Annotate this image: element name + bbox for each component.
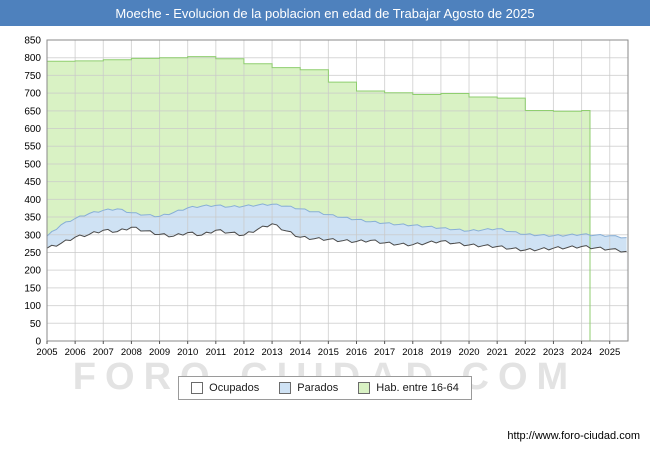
legend-label: Hab. entre 16-64 (376, 382, 459, 394)
x-axis-label: 2020 (458, 347, 479, 358)
plot-border (46, 39, 629, 342)
x-axis-label: 2013 (262, 347, 283, 358)
y-axis-label: 300 (24, 230, 41, 241)
x-axis-label: 2008 (121, 347, 142, 358)
legend-label: Parados (297, 382, 339, 394)
legend-item-parados: Parados (279, 382, 338, 394)
x-axis-label: 2021 (487, 347, 508, 358)
y-axis-label: 100 (24, 301, 41, 312)
hab-16-64-line (47, 56, 591, 341)
x-axis-label: 2025 (599, 347, 620, 358)
x-axis-label: 2022 (515, 347, 536, 358)
y-axis-label: 450 (24, 177, 41, 188)
legend-swatch-icon (279, 382, 292, 394)
x-axis-label: 2015 (318, 347, 339, 358)
ocupados-area (47, 223, 627, 341)
x-axis-label: 2024 (571, 347, 592, 358)
y-axis-label: 850 (24, 36, 41, 47)
x-axis-label: 2012 (233, 347, 254, 358)
chart-title-bar: Moeche - Evolucion de la poblacion en ed… (0, 0, 650, 26)
y-axis-label: 550 (24, 142, 41, 153)
y-axis-label: 600 (24, 124, 41, 135)
y-axis-label: 500 (24, 159, 41, 170)
y-axis-label: 400 (24, 195, 41, 206)
y-axis-label: 150 (24, 283, 41, 294)
x-axis-label: 2011 (206, 347, 226, 358)
x-axis-label: 2010 (177, 347, 198, 358)
population-chart: 0 50 100 150 200 250 300 350 400 450 500 550 600 650 7… (24, 36, 629, 358)
x-axis-label: 2019 (430, 347, 451, 358)
source-url[interactable]: http://www.foro-ciudad.com (507, 430, 640, 442)
y-axis-label: 750 (24, 71, 41, 82)
legend-swatch-icon (191, 382, 204, 394)
ocupados-line (46, 223, 627, 253)
y-axis-label: 800 (24, 53, 41, 64)
x-axis-label: 2005 (36, 347, 57, 358)
y-axis-label: 250 (24, 248, 41, 259)
chart-title: Moeche - Evolucion de la poblacion en ed… (115, 5, 535, 21)
y-axis-label: 350 (24, 213, 41, 224)
x-axis-label: 2006 (65, 347, 86, 358)
x-axis-label: 2018 (402, 347, 423, 358)
parados-line (46, 203, 627, 239)
x-axis-label: 2016 (346, 347, 367, 358)
y-axis-label: 650 (24, 106, 41, 117)
x-axis-label: 2007 (93, 347, 114, 358)
chart-area: 0 50 100 150 200 250 300 350 400 450 500 550 600 650 7… (0, 26, 650, 366)
y-axis-label: 50 (30, 319, 42, 330)
x-axis-label: 2014 (290, 347, 311, 358)
legend-item-hab-entre-16-64: Hab. entre 16-64 (358, 382, 459, 394)
y-axis-label: 0 (35, 337, 41, 348)
x-axis-label: 2023 (543, 347, 564, 358)
legend-item-ocupados: Ocupados (191, 382, 259, 394)
chart-legend: Ocupados Parados Hab. entre 16-64 (178, 376, 472, 400)
y-axis-label: 700 (24, 89, 41, 100)
legend-label: Ocupados (209, 382, 260, 394)
x-axis-label: 2017 (374, 347, 395, 358)
x-axis-label: 2009 (149, 347, 170, 358)
legend-swatch-icon (358, 382, 371, 394)
y-axis-label: 200 (24, 266, 41, 277)
